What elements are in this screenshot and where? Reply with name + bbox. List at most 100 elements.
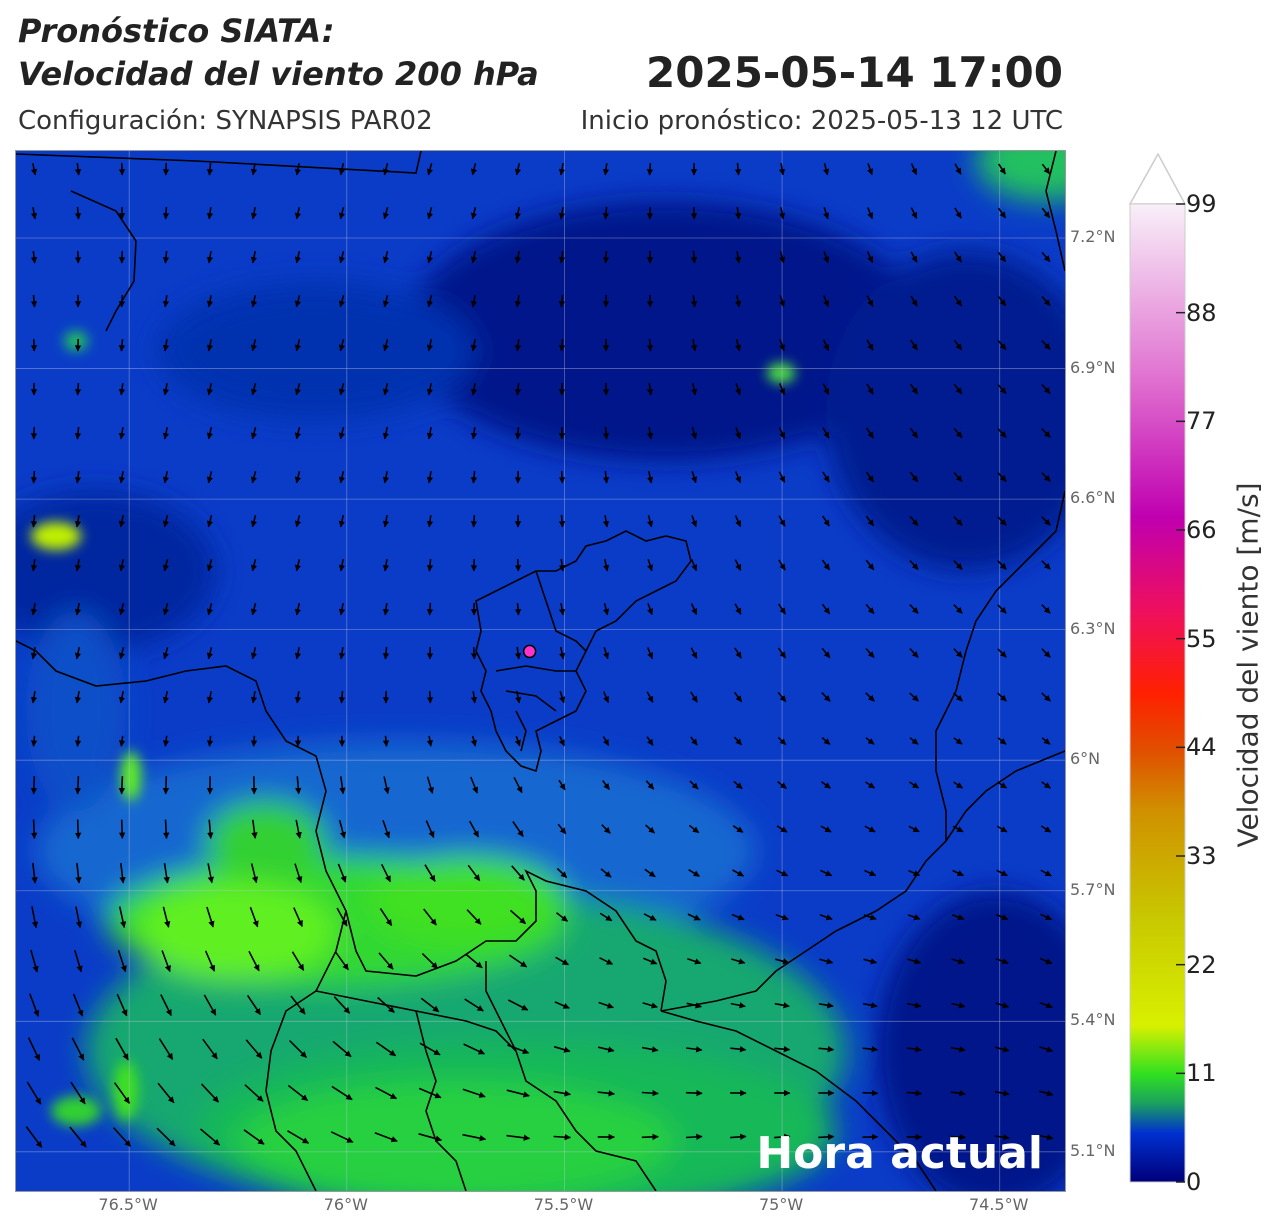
lat-label: 5.7°N bbox=[1070, 879, 1116, 899]
wind-arrow bbox=[162, 471, 170, 484]
wind-arrow bbox=[382, 602, 390, 616]
wind-arrow bbox=[733, 780, 743, 790]
wind-arrow bbox=[822, 515, 830, 527]
wind-arrow bbox=[950, 1133, 966, 1141]
wind-arrow bbox=[865, 603, 875, 615]
wind-arrow bbox=[558, 250, 566, 264]
wind-arrow bbox=[646, 514, 654, 528]
wind-arrow bbox=[118, 470, 126, 484]
wind-arrow bbox=[160, 994, 172, 1017]
wind-arrow bbox=[338, 426, 346, 440]
wind-arrow bbox=[685, 1089, 703, 1097]
lat-label: 5.1°N bbox=[1070, 1140, 1116, 1160]
wind-arrow bbox=[558, 514, 566, 528]
wind-arrow bbox=[207, 863, 214, 884]
wind-arrow bbox=[382, 735, 390, 747]
wind-arrow bbox=[206, 602, 214, 616]
wind-arrow bbox=[251, 819, 258, 839]
wind-arrow bbox=[778, 162, 786, 176]
wind-arrow bbox=[823, 251, 830, 264]
wind-arrow bbox=[206, 558, 214, 572]
wind-arrow bbox=[250, 690, 258, 704]
wind-arrow bbox=[74, 162, 82, 176]
wind-arrow bbox=[250, 602, 258, 616]
wind-arrow bbox=[732, 869, 745, 877]
wind-arrow bbox=[250, 382, 258, 396]
wind-arrow bbox=[599, 957, 614, 965]
wind-arrow bbox=[162, 206, 170, 220]
wind-arrow bbox=[382, 206, 390, 220]
lat-label: 7.2°N bbox=[1070, 227, 1116, 247]
wind-arrow bbox=[426, 558, 434, 572]
wind-arrow bbox=[118, 646, 126, 660]
wind-arrow bbox=[74, 647, 82, 660]
wind-arrow bbox=[470, 646, 478, 660]
wind-arrow bbox=[555, 956, 569, 966]
wind-arrow bbox=[294, 207, 302, 220]
wind-arrow bbox=[375, 1086, 398, 1100]
wind-arrow bbox=[426, 735, 434, 747]
wind-arrow bbox=[1040, 913, 1053, 921]
wind-arrow bbox=[118, 338, 126, 352]
wind-arrow bbox=[690, 250, 698, 264]
wind-arrow bbox=[31, 906, 39, 929]
wind-arrow bbox=[774, 1002, 790, 1009]
wind-arrow bbox=[690, 426, 698, 440]
wind-arrow bbox=[777, 736, 787, 746]
wind-arrow bbox=[865, 647, 875, 659]
wind-arrow bbox=[822, 162, 830, 176]
wind-arrow bbox=[74, 470, 82, 484]
wind-arrow bbox=[685, 1133, 703, 1141]
wind-arrow bbox=[1041, 472, 1051, 482]
wind-arrow bbox=[383, 776, 390, 795]
lat-label: 6°N bbox=[1070, 749, 1101, 769]
wind-arrow bbox=[556, 912, 569, 922]
wind-arrow bbox=[908, 825, 920, 833]
wind-arrow bbox=[206, 690, 214, 704]
wind-arrow bbox=[646, 736, 654, 746]
wind-speed-maxima bbox=[31, 331, 795, 1126]
wind-arrow bbox=[30, 514, 38, 528]
wind-arrow bbox=[821, 692, 831, 702]
wind-arrow bbox=[157, 1082, 175, 1104]
wind-arrow bbox=[731, 958, 746, 965]
wind-arrow bbox=[865, 781, 876, 789]
wind-arrow bbox=[644, 824, 656, 834]
wind-arrow bbox=[424, 864, 436, 882]
wind-arrow bbox=[953, 295, 963, 307]
wind-arrow bbox=[509, 909, 527, 925]
wind-arrow bbox=[910, 207, 918, 219]
wind-arrow bbox=[997, 692, 1007, 702]
current-hour-label: Hora actual bbox=[756, 1128, 1043, 1179]
wind-arrow bbox=[818, 1133, 835, 1141]
wind-arrow bbox=[206, 735, 214, 747]
wind-arrow bbox=[995, 958, 1009, 965]
wind-arrow bbox=[337, 863, 347, 883]
wind-arrow bbox=[953, 781, 964, 789]
wind-arrow bbox=[641, 1089, 659, 1097]
wind-arrow bbox=[602, 558, 610, 572]
wind-arrow bbox=[1041, 340, 1051, 350]
wind-arrow bbox=[514, 163, 522, 176]
wind-arrow bbox=[647, 559, 654, 572]
lon-label: 74.5°W bbox=[968, 1195, 1029, 1214]
wind-arrow bbox=[250, 250, 258, 264]
wind-arrow bbox=[1041, 163, 1051, 175]
wind-arrow bbox=[1041, 737, 1051, 745]
wind-arrow bbox=[250, 162, 258, 176]
wind-arrow bbox=[953, 604, 963, 614]
colorbar-tick-label: 22 bbox=[1186, 950, 1217, 979]
wind-arrow bbox=[470, 382, 478, 396]
colorbar-label: Velocidad del viento [m/s] bbox=[1231, 482, 1265, 848]
wind-arrow bbox=[950, 1090, 966, 1097]
wind-arrow bbox=[418, 1087, 442, 1099]
wind-arrow bbox=[602, 602, 610, 616]
wind-arrow bbox=[382, 646, 390, 660]
wind-arrow bbox=[865, 559, 875, 571]
wind-arrow bbox=[294, 162, 302, 176]
wind-arrow bbox=[508, 954, 528, 968]
wind-arrow bbox=[338, 338, 346, 352]
wind-arrow bbox=[778, 559, 786, 571]
wind-arrow bbox=[119, 862, 126, 884]
wind-arrow bbox=[909, 471, 919, 483]
